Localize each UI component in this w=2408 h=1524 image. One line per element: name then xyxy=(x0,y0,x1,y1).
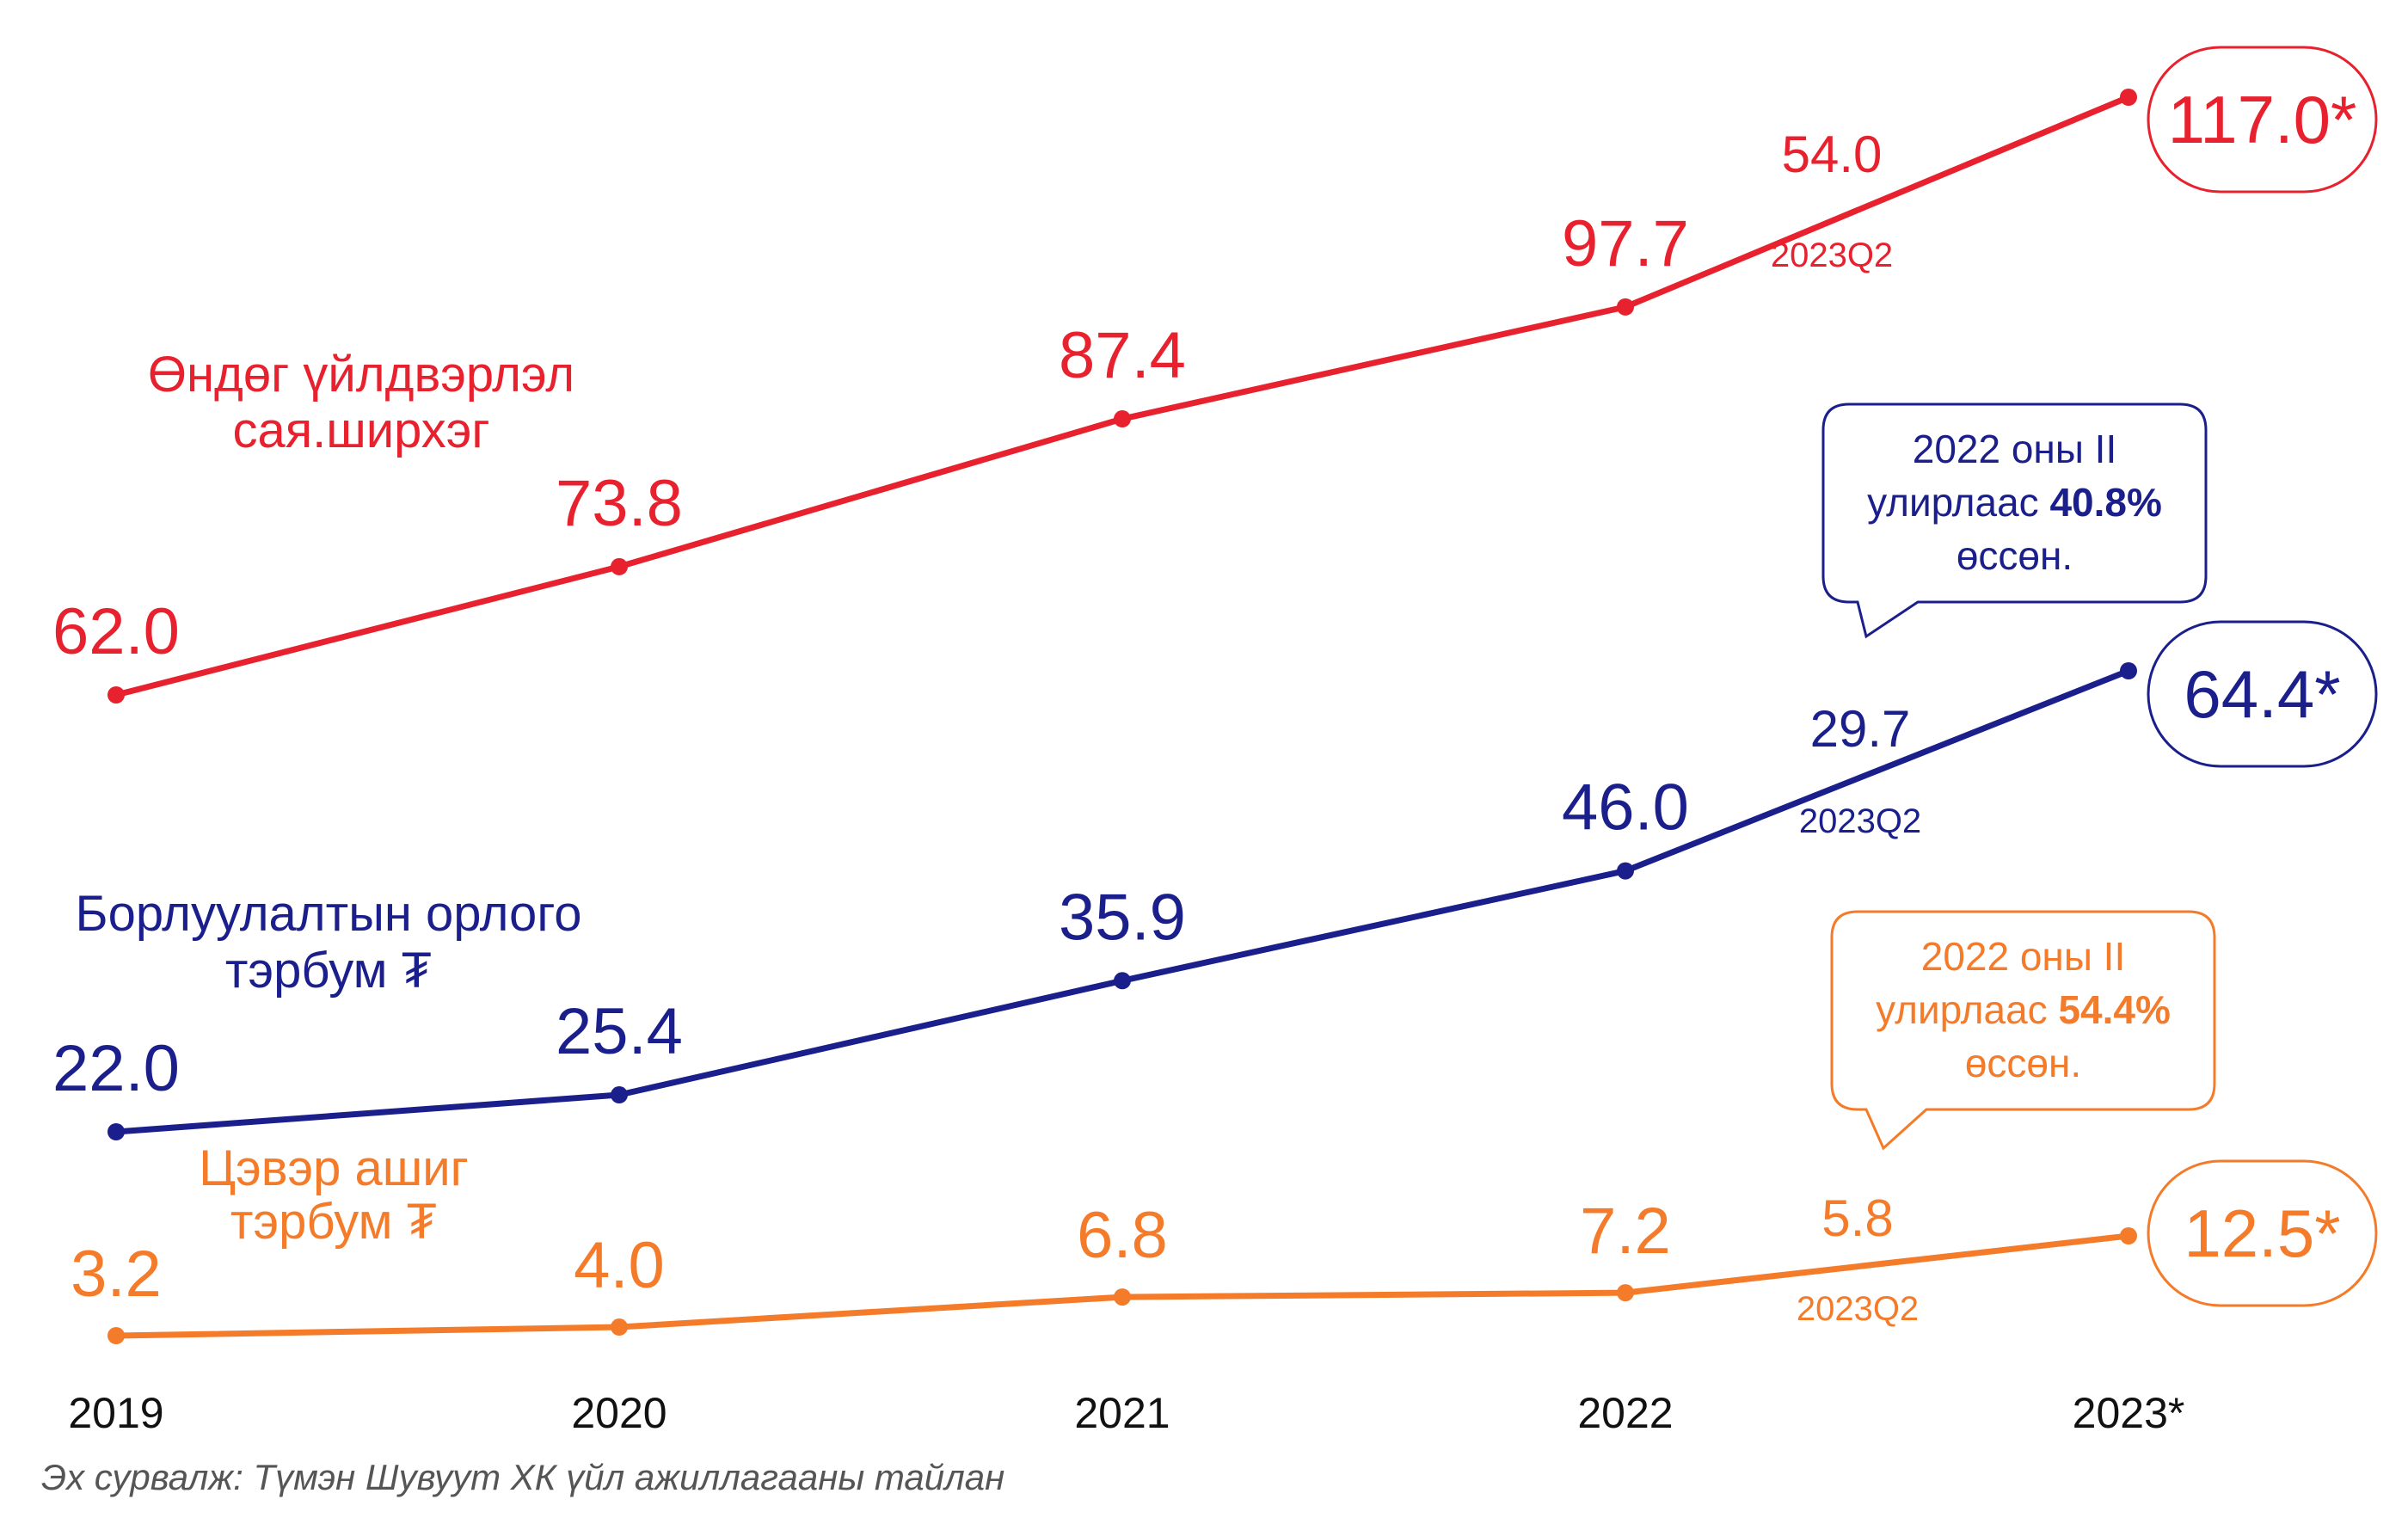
data-point-revenue-2 xyxy=(1114,972,1131,990)
callout-layer: 117.0* 64.4* 2022 оны II улирлаас 40.8% өссө… xyxy=(1821,46,2378,1307)
data-point-profit-2 xyxy=(1114,1288,1131,1306)
q2-value-production: 54.0 xyxy=(1782,126,1883,183)
callout-line3-profit: өссөн. xyxy=(1965,1041,2081,1085)
series-layer xyxy=(108,89,2137,1344)
data-point-production-2 xyxy=(1114,410,1131,428)
data-point-revenue-4 xyxy=(2120,662,2137,679)
data-point-revenue-0 xyxy=(108,1123,125,1140)
data-point-revenue-3 xyxy=(1617,862,1634,880)
highlight-pill-profit xyxy=(2147,1159,2378,1307)
data-label-revenue-0: 22.0 xyxy=(52,1032,180,1105)
x-axis: 2019 2020 2021 2022 2023* xyxy=(68,1389,2184,1437)
data-label-revenue-2: 35.9 xyxy=(1059,881,1186,954)
data-point-profit-1 xyxy=(611,1318,628,1337)
x-tick-label-2: 2021 xyxy=(1074,1389,1170,1437)
series-name-revenue: Борлуулалтын орлого xyxy=(76,886,582,942)
data-label-production-1: 73.8 xyxy=(556,467,683,540)
callout-line2-revenue: улирлаас 40.8% xyxy=(1867,480,2162,525)
data-point-profit-3 xyxy=(1617,1284,1634,1302)
q2-value-profit: 5.8 xyxy=(1821,1189,1893,1247)
q2-label-profit: 2023Q2 xyxy=(1797,1290,1919,1328)
x-tick-label-3: 2022 xyxy=(1577,1389,1673,1437)
callout-line2-profit: улирлаас 54.4% xyxy=(1876,987,2171,1032)
callout-line3-revenue: өссөн. xyxy=(1956,533,2073,578)
data-label-production-4: 117.0* xyxy=(2168,82,2357,157)
data-label-production-0: 62.0 xyxy=(52,595,180,668)
series-name-profit: Цэвэр ашиг xyxy=(199,1140,469,1196)
data-point-production-4 xyxy=(2120,89,2137,106)
highlight-pill-revenue xyxy=(2147,620,2378,768)
data-point-production-3 xyxy=(1617,298,1634,316)
highlight-pill-production xyxy=(2147,46,2378,194)
data-label-profit-2: 6.8 xyxy=(1077,1199,1168,1272)
series-unit-profit: тэрбум ₮ xyxy=(230,1194,437,1250)
data-label-revenue-4: 64.4* xyxy=(2184,656,2340,732)
data-label-profit-4: 12.5* xyxy=(2184,1195,2340,1271)
q2-label-revenue: 2023Q2 xyxy=(1799,802,1921,840)
data-label-revenue-1: 25.4 xyxy=(556,995,683,1068)
x-tick-label-0: 2019 xyxy=(68,1389,163,1437)
series-unit-production: сая.ширхэг xyxy=(232,403,489,458)
x-tick-label-4: 2023* xyxy=(2073,1389,2185,1437)
q2-label-production: 2023Q2 xyxy=(1771,237,1893,274)
data-label-revenue-3: 46.0 xyxy=(1562,771,1689,845)
callout-bubble-revenue xyxy=(1821,403,2208,639)
data-point-profit-0 xyxy=(108,1327,125,1344)
callout-bubble-profit xyxy=(1830,910,2216,1151)
q2-value-revenue: 29.7 xyxy=(1810,700,1911,758)
data-point-revenue-1 xyxy=(611,1086,628,1104)
data-label-production-2: 87.4 xyxy=(1059,319,1186,392)
series-name-production: Өндөг үйлдвэрлэл xyxy=(148,347,574,403)
x-tick-label-1: 2020 xyxy=(571,1389,666,1437)
data-label-profit-3: 7.2 xyxy=(1580,1195,1671,1268)
data-label-profit-0: 3.2 xyxy=(71,1238,162,1311)
label-layer: 62.0 73.8 87.4 97.7 54.0 2023Q2 Өндөг үйлдвэрл… xyxy=(52,126,1921,1328)
data-point-production-1 xyxy=(611,557,628,575)
data-point-production-0 xyxy=(108,686,125,704)
callout-line1-profit: 2022 оны II xyxy=(1921,934,2126,979)
data-point-profit-4 xyxy=(2120,1227,2137,1244)
data-label-production-3: 97.7 xyxy=(1562,207,1689,280)
callout-line1-revenue: 2022 оны II xyxy=(1913,427,2117,471)
data-label-profit-1: 4.0 xyxy=(574,1229,665,1302)
source-note: Эх сурвалж: Түмэн Шувуут ХК үйл ажиллага… xyxy=(41,1457,1004,1497)
series-unit-revenue: тэрбум ₮ xyxy=(225,943,432,999)
